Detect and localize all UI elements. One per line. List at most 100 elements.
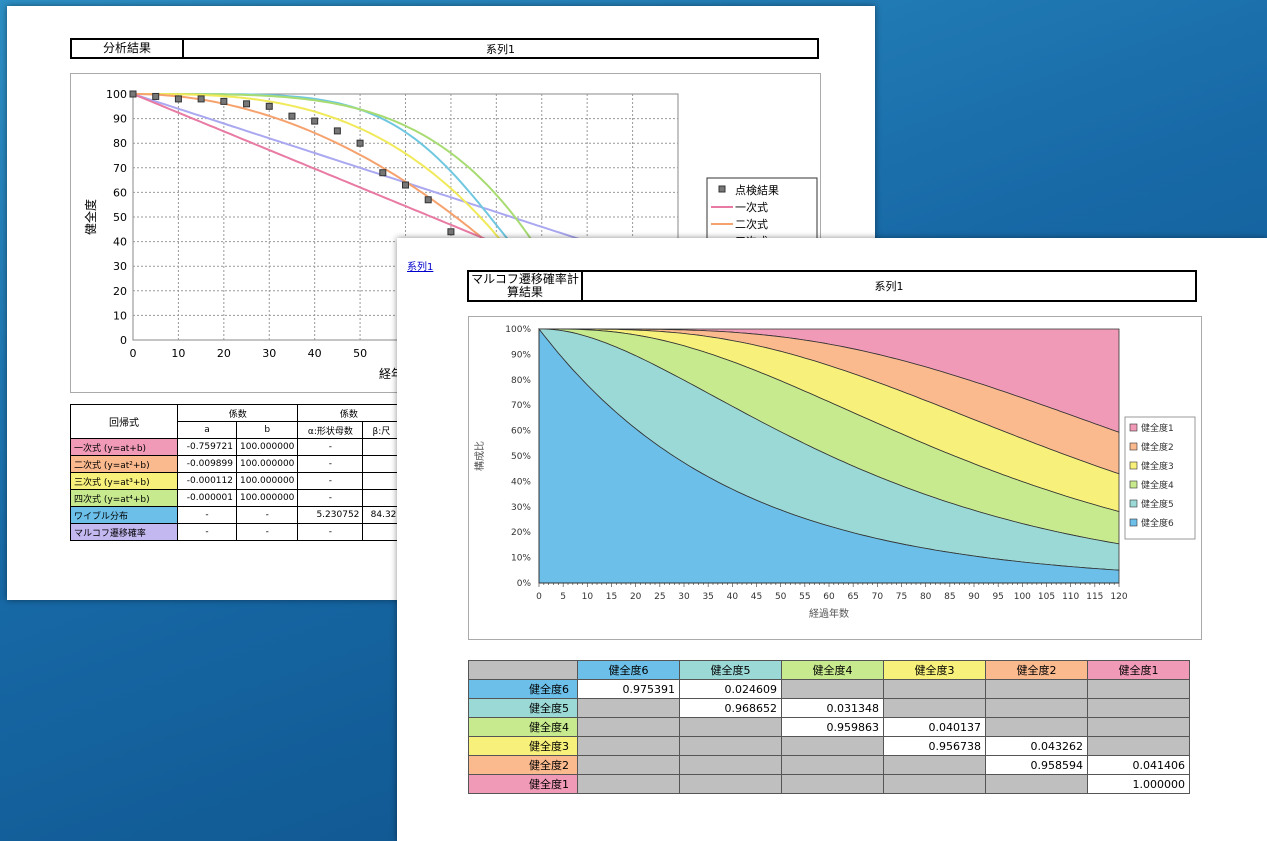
analysis-series-name: 系列1 [486, 42, 515, 56]
y-tick-label: 80 [113, 137, 127, 150]
y-tick-label: 100% [505, 325, 531, 335]
inspection-point [152, 92, 160, 100]
x-tick-label: 20 [217, 347, 231, 360]
matrix-empty-cell [781, 774, 884, 794]
coef-row-label: 三次式 (y=at³+b) [70, 472, 178, 490]
x-tick-label: 50 [775, 592, 787, 602]
coef-b-value: - [235, 523, 299, 541]
inspection-point [333, 127, 341, 135]
x-tick-label: 120 [1110, 592, 1127, 602]
coef-b-value: 100.000000 [235, 472, 299, 490]
matrix-row-header: 健全度2 [468, 755, 578, 775]
x-tick-label: 20 [630, 592, 642, 602]
x-tick-label: 5 [560, 592, 566, 602]
coef-beta-value [362, 472, 401, 490]
y-tick-label: 10% [511, 554, 531, 564]
coef-b-value: - [235, 506, 299, 524]
x-tick-label: 15 [606, 592, 617, 602]
matrix-empty-cell [577, 698, 680, 718]
y-tick-label: 0% [517, 579, 532, 589]
legend-swatch [1129, 461, 1138, 470]
x-tick-label: 80 [920, 592, 932, 602]
x-tick-label: 75 [896, 592, 907, 602]
coef-row-label: マルコフ遷移確率 [70, 523, 178, 541]
legend-label: 健全度4 [1141, 479, 1174, 491]
matrix-value-cell: 0.968652 [679, 698, 782, 718]
matrix-value-cell: 0.040137 [883, 717, 986, 737]
y-tick-label: 40 [113, 236, 127, 249]
coef-header-2: 係数 [297, 404, 401, 422]
x-tick-label: 0 [130, 347, 137, 360]
matrix-col-header: 健全度6 [577, 660, 680, 680]
matrix-empty-cell [985, 698, 1088, 718]
x-tick-label: 70 [872, 592, 884, 602]
matrix-row-header: 健全度5 [468, 698, 578, 718]
sub-header-a: a [177, 421, 237, 439]
coef-row-label: 四次式 (y=at⁴+b) [70, 489, 178, 507]
coefficient-table: 回帰式 係数 係数 a b α:形状母数 β:尺 一次式 (y=at+b) -0.… [70, 404, 401, 541]
matrix-row: 健全度4 0.959863 0.040137 [468, 717, 1190, 737]
coef-row-label: 二次式 (y=at²+b) [70, 455, 178, 473]
x-tick-label: 90 [968, 592, 980, 602]
matrix-empty-cell [883, 774, 986, 794]
matrix-value-cell: 0.041406 [1087, 755, 1190, 775]
matrix-value-cell: 0.956738 [883, 736, 986, 756]
matrix-empty-cell [781, 736, 884, 756]
x-tick-label: 45 [751, 592, 762, 602]
legend-swatch [1129, 480, 1138, 489]
y-tick-label: 60% [511, 427, 531, 437]
inspection-point [356, 139, 364, 147]
y-tick-label: 0 [120, 334, 127, 347]
matrix-value-cell: 0.031348 [781, 698, 884, 718]
matrix-empty-cell [1087, 698, 1190, 718]
matrix-empty-cell [883, 679, 986, 699]
matrix-empty-cell [1087, 679, 1190, 699]
markov-title-label: マルコフ遷移確率計算結果 [469, 272, 583, 300]
matrix-row: 健全度2 0.958594 0.041406 [468, 755, 1190, 775]
x-tick-label: 35 [702, 592, 713, 602]
matrix-empty-cell [985, 679, 1088, 699]
inspection-point [243, 100, 251, 108]
legend-marker [718, 185, 726, 193]
coef-alpha-value: - [297, 455, 364, 473]
matrix-value-cell: 0.024609 [679, 679, 782, 699]
transition-matrix-table: 健全度6 健全度5 健全度4 健全度3 健全度2 健全度1 健全度6 0.975391 0.02… [468, 660, 1190, 794]
matrix-empty-cell [577, 717, 680, 737]
matrix-col-header: 健全度2 [985, 660, 1088, 680]
coef-row-label: ワイブル分布 [70, 506, 178, 524]
legend-label: 一次式 [735, 200, 768, 214]
markov-area-chart[interactable]: 0 5 10 15 20 25 30 35 40 45 50 55 60 65 70 75 80 85 90 95 10… [468, 316, 1202, 640]
markov-series-name: 系列1 [874, 280, 904, 293]
coef-beta-value [362, 455, 401, 473]
coef-row: マルコフ遷移確率 - - - [70, 523, 401, 541]
matrix-row: 健全度3 0.956738 0.043262 [468, 736, 1190, 756]
x-tick-label: 65 [847, 592, 858, 602]
inspection-point [174, 95, 182, 103]
y-tick-label: 30 [113, 260, 127, 273]
analysis-title-bar: 分析結果 系列1 [70, 38, 819, 59]
coef-alpha-value: - [297, 472, 364, 490]
x-tick-label: 10 [582, 592, 594, 602]
matrix-empty-cell [577, 736, 680, 756]
matrix-value-cell: 0.043262 [985, 736, 1088, 756]
coef-b-value: 100.000000 [235, 455, 299, 473]
x-tick-label: 0 [536, 592, 542, 602]
matrix-col-header: 健全度3 [883, 660, 986, 680]
coef-a-value: -0.000001 [177, 489, 237, 507]
y-tick-label: 50% [511, 452, 531, 462]
coef-alpha-value: - [297, 523, 364, 541]
y-axis-label: 構成比 [473, 441, 486, 471]
matrix-row-header: 健全度6 [468, 679, 578, 699]
y-axis-label: 健全度 [83, 199, 98, 235]
inspection-point [288, 112, 296, 120]
matrix-empty-cell [679, 774, 782, 794]
x-tick-label: 100 [1014, 592, 1031, 602]
y-tick-label: 10 [113, 309, 127, 322]
series-link[interactable]: 系列1 [407, 262, 434, 273]
matrix-value-cell: 0.959863 [781, 717, 884, 737]
y-tick-label: 50 [113, 211, 127, 224]
coef-alpha-value: - [297, 438, 364, 456]
inspection-point [220, 97, 228, 105]
coef-a-value: - [177, 523, 237, 541]
coef-a-value: -0.009899 [177, 455, 237, 473]
